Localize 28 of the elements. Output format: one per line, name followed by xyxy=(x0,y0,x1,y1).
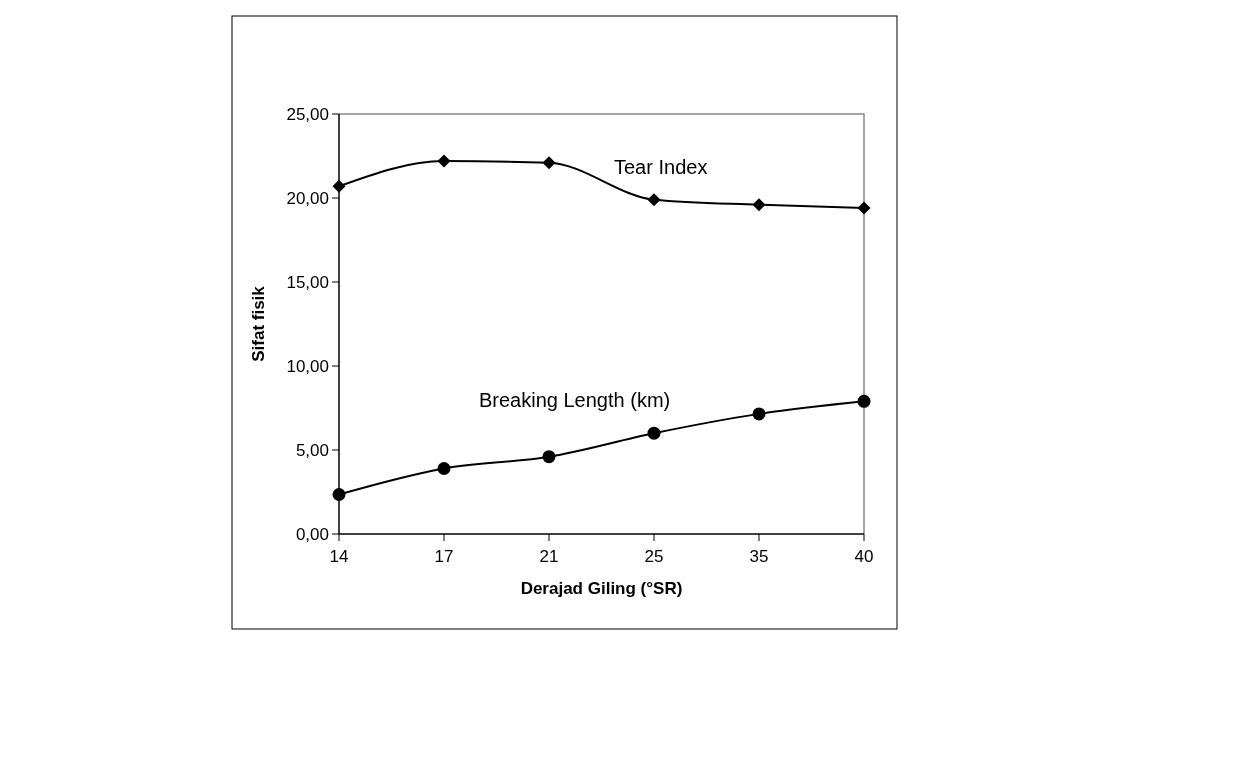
point xyxy=(752,407,766,421)
x-tick-label: 40 xyxy=(854,547,874,566)
y-tick-label: 20,00 xyxy=(286,188,329,208)
point xyxy=(857,201,871,215)
x-tick-label: 25 xyxy=(644,547,664,566)
y-tick-label: 10,00 xyxy=(286,356,329,376)
x-tick-label: 35 xyxy=(749,547,769,566)
point xyxy=(647,193,661,207)
point xyxy=(437,461,451,475)
x-tick-label: 21 xyxy=(539,547,559,566)
point xyxy=(752,198,766,212)
y-tick-label: 25,00 xyxy=(286,104,329,124)
y-tick-label: 15,00 xyxy=(286,272,329,292)
series-label: Tear Index xyxy=(614,155,708,178)
point xyxy=(542,450,556,464)
series-label: Breaking Length (km) xyxy=(479,388,671,411)
y-axis-title: Sifat fisik xyxy=(249,285,268,362)
x-tick-label: 17 xyxy=(434,547,454,566)
point xyxy=(332,488,346,502)
point xyxy=(857,394,871,408)
y-tick-label: 0,00 xyxy=(295,524,329,544)
x-axis-title: Derajad Giling (°SR) xyxy=(520,579,683,598)
point xyxy=(332,179,346,193)
point xyxy=(437,154,451,168)
y-tick-label: 5,00 xyxy=(295,440,329,460)
x-tick-label: 14 xyxy=(329,547,349,566)
point xyxy=(542,156,556,170)
point xyxy=(647,426,661,440)
